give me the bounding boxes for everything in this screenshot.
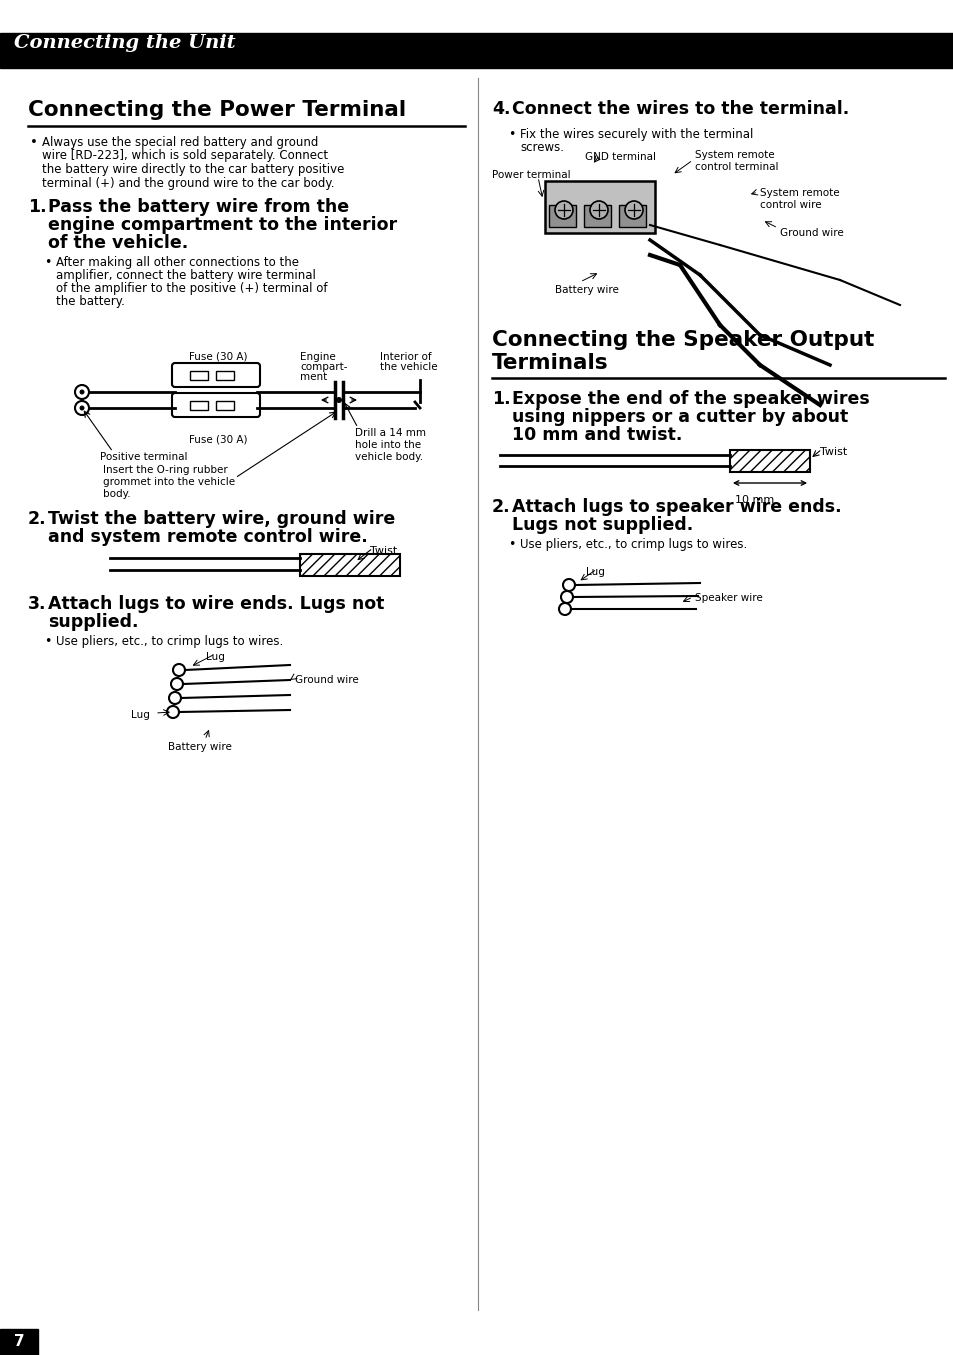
Circle shape	[79, 405, 85, 411]
Text: amplifier, connect the battery wire terminal: amplifier, connect the battery wire term…	[56, 270, 315, 282]
Text: supplied.: supplied.	[48, 612, 138, 631]
Text: Always use the special red battery and ground: Always use the special red battery and g…	[42, 136, 318, 149]
Text: 2.: 2.	[492, 499, 510, 516]
Text: Fuse (30 A): Fuse (30 A)	[189, 435, 247, 444]
Text: Battery wire: Battery wire	[168, 743, 232, 752]
Text: the battery.: the battery.	[56, 295, 125, 308]
Text: vehicle body.: vehicle body.	[355, 453, 423, 462]
Bar	[215, 401, 233, 411]
Text: Lugs not supplied.: Lugs not supplied.	[512, 516, 693, 534]
Text: wire [RD-223], which is sold separately. Connect: wire [RD-223], which is sold separately.…	[42, 149, 328, 163]
Text: Engine: Engine	[299, 352, 335, 362]
Text: 10 mm: 10 mm	[735, 495, 774, 505]
Bar	[215, 371, 233, 379]
Text: Twist the battery wire, ground wire: Twist the battery wire, ground wire	[48, 509, 395, 528]
Text: Expose the end of the speaker wires: Expose the end of the speaker wires	[512, 390, 869, 408]
Bar	[618, 205, 645, 228]
Text: Insert the O-ring rubber: Insert the O-ring rubber	[103, 465, 228, 476]
Text: System remote: System remote	[695, 150, 774, 160]
Text: •: •	[507, 127, 515, 141]
Text: Fuse (30 A): Fuse (30 A)	[189, 352, 247, 362]
Text: compart-: compart-	[299, 362, 347, 373]
Text: Ground wire: Ground wire	[294, 675, 358, 686]
Text: Fix the wires securely with the terminal: Fix the wires securely with the terminal	[519, 127, 753, 141]
Text: Speaker wire: Speaker wire	[695, 593, 762, 603]
Text: body.: body.	[103, 489, 131, 499]
Text: Twist: Twist	[820, 447, 846, 457]
Text: GND terminal: GND terminal	[584, 152, 656, 163]
Text: Lug: Lug	[131, 710, 150, 720]
Text: and system remote control wire.: and system remote control wire.	[48, 528, 367, 546]
Text: Lug: Lug	[205, 652, 224, 663]
Text: Battery wire: Battery wire	[555, 285, 618, 295]
Text: 2.: 2.	[28, 509, 47, 528]
Text: of the amplifier to the positive (+) terminal of: of the amplifier to the positive (+) ter…	[56, 282, 327, 295]
Circle shape	[624, 201, 642, 220]
Text: 3.: 3.	[28, 595, 47, 612]
Bar	[548, 205, 576, 228]
Text: Use pliers, etc., to crimp lugs to wires.: Use pliers, etc., to crimp lugs to wires…	[519, 538, 746, 551]
Bar	[0, 1329, 38, 1355]
Text: using nippers or a cutter by about: using nippers or a cutter by about	[512, 408, 847, 425]
Text: Drill a 14 mm: Drill a 14 mm	[355, 428, 426, 438]
Text: •: •	[507, 538, 515, 551]
Text: terminal (+) and the ground wire to the car body.: terminal (+) and the ground wire to the …	[42, 176, 335, 190]
Text: 4.: 4.	[492, 100, 510, 118]
Text: Interior of: Interior of	[379, 352, 431, 362]
Text: the vehicle: the vehicle	[379, 362, 437, 373]
Text: hole into the: hole into the	[355, 440, 420, 450]
Text: ment: ment	[299, 373, 327, 382]
Bar	[729, 450, 809, 472]
Bar	[0, 33, 953, 68]
Circle shape	[589, 201, 607, 220]
Text: Terminals: Terminals	[492, 354, 608, 373]
Bar	[544, 182, 655, 233]
Text: Connecting the Power Terminal: Connecting the Power Terminal	[28, 100, 406, 121]
Text: Connect the wires to the terminal.: Connect the wires to the terminal.	[512, 100, 848, 118]
Text: Ground wire: Ground wire	[780, 228, 842, 238]
Circle shape	[79, 389, 85, 394]
Text: System remote: System remote	[760, 188, 839, 198]
FancyBboxPatch shape	[172, 363, 260, 388]
Text: of the vehicle.: of the vehicle.	[48, 234, 188, 252]
Text: Positive terminal: Positive terminal	[100, 453, 188, 462]
Text: •: •	[44, 256, 51, 270]
Text: 1.: 1.	[492, 390, 510, 408]
FancyBboxPatch shape	[172, 393, 260, 417]
Text: control terminal: control terminal	[695, 163, 778, 172]
Text: Power terminal: Power terminal	[492, 169, 570, 180]
Text: screws.: screws.	[519, 141, 563, 154]
Text: Pass the battery wire from the: Pass the battery wire from the	[48, 198, 349, 215]
Text: control wire: control wire	[760, 201, 821, 210]
Text: •: •	[30, 136, 38, 149]
Bar	[190, 401, 208, 411]
Bar	[299, 554, 399, 576]
Text: Connecting the Unit: Connecting the Unit	[14, 34, 235, 51]
Text: 10 mm and twist.: 10 mm and twist.	[512, 425, 681, 444]
Circle shape	[335, 397, 341, 402]
Text: grommet into the vehicle: grommet into the vehicle	[103, 477, 234, 486]
Text: the battery wire directly to the car battery positive: the battery wire directly to the car bat…	[42, 163, 344, 176]
Text: After making all other connections to the: After making all other connections to th…	[56, 256, 298, 270]
Text: Attach lugs to wire ends. Lugs not: Attach lugs to wire ends. Lugs not	[48, 595, 384, 612]
Bar	[190, 371, 208, 379]
Text: 1.: 1.	[28, 198, 47, 215]
Text: Attach lugs to speaker wire ends.: Attach lugs to speaker wire ends.	[512, 499, 841, 516]
Text: Use pliers, etc., to crimp lugs to wires.: Use pliers, etc., to crimp lugs to wires…	[56, 635, 283, 648]
Bar	[583, 205, 610, 228]
Text: 7: 7	[13, 1335, 24, 1350]
Text: Connecting the Speaker Output: Connecting the Speaker Output	[492, 331, 874, 350]
Text: engine compartment to the interior: engine compartment to the interior	[48, 215, 396, 234]
Text: Twist: Twist	[370, 546, 396, 556]
Text: Lug: Lug	[585, 566, 604, 577]
Text: •: •	[44, 635, 51, 648]
Circle shape	[555, 201, 573, 220]
